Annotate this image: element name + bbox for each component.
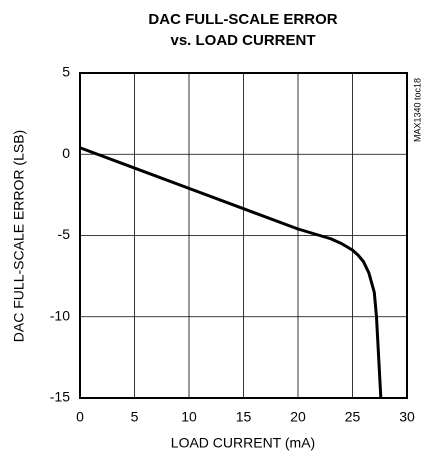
x-tick-label: 0 [76, 409, 84, 425]
x-tick-label: 15 [236, 409, 252, 425]
x-tick-label: 25 [345, 409, 361, 425]
x-tick-label: 20 [290, 409, 306, 425]
chart-title: DAC FULL-SCALE ERROR [148, 11, 337, 28]
y-axis-label: DAC FULL-SCALE ERROR (LSB) [11, 130, 27, 342]
data-line [79, 146, 383, 399]
x-axis-label: LOAD CURRENT (mA) [171, 435, 315, 451]
annotation: MAX1340 toc18 [412, 78, 422, 142]
y-tick-label: -5 [58, 226, 71, 242]
plot-frame [79, 72, 408, 399]
y-tick-label: -10 [50, 307, 70, 323]
x-tick-label: 30 [399, 409, 415, 425]
y-tick-label: 5 [62, 64, 70, 80]
x-tick-label: 5 [131, 409, 139, 425]
chart-title: vs. LOAD CURRENT [170, 32, 315, 49]
y-tick-label: 0 [62, 145, 70, 161]
x-tick-label: 10 [181, 409, 197, 425]
y-tick-label: -15 [50, 389, 70, 405]
